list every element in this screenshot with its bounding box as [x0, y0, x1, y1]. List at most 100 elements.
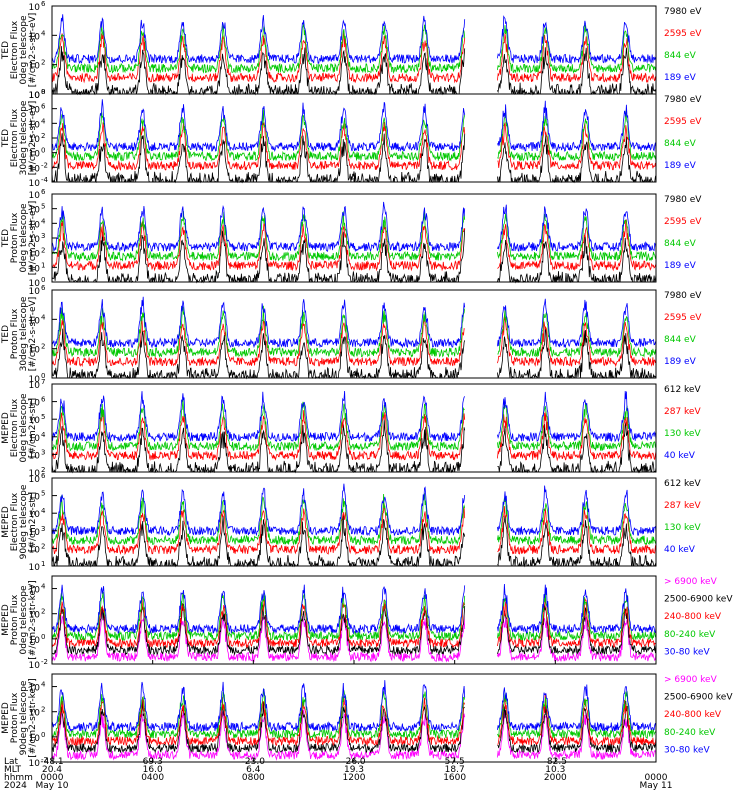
y-axis-label-line: MEPED: [1, 412, 11, 444]
legend-entry: 844 eV: [664, 335, 697, 345]
y-axis-label: MEPEDElectron Flux0deg telescope[#/cm2-s…: [1, 393, 38, 463]
trace-7-5: [51, 583, 657, 635]
y-tick-label: 10: [29, 150, 41, 160]
trace-1-3: [51, 23, 657, 75]
y-tick-label: 10: [29, 135, 41, 145]
trace-5-3: [51, 399, 657, 453]
legend-entry: 7980 eV: [664, 195, 702, 205]
trace-2-2: [51, 121, 657, 172]
legend-entry: 189 eV: [664, 73, 697, 83]
legend-entry: 40 keV: [664, 545, 696, 555]
legend-entry: 30-80 keV: [664, 647, 710, 657]
x-tick-label: 0000: [41, 773, 64, 783]
legend-entry: 240-800 keV: [664, 612, 722, 622]
y-tick-label: 10: [29, 346, 41, 356]
y-tick-exponent: 6: [41, 188, 46, 196]
y-axis-label: MEPEDElectron Flux90deg telescope[#/cm2-…: [1, 484, 38, 559]
x-tick-label: 69.3: [143, 757, 163, 767]
x-tick-label: 19.3: [344, 765, 364, 775]
trace-6-3: [51, 493, 657, 546]
trace-8-4: [51, 688, 657, 740]
legend-entry: 80-240 keV: [664, 728, 716, 738]
y-axis-label-line: Proton Flux: [10, 308, 20, 359]
y-axis-label-line: TED: [1, 229, 11, 248]
x-tick-label: 1200: [343, 773, 366, 783]
y-tick-label: 10: [29, 709, 41, 719]
legend-entry: 80-240 keV: [664, 630, 716, 640]
y-tick-label: 10: [29, 416, 41, 426]
y-axis-label-line: Electron Flux: [10, 108, 20, 167]
y-tick-label: 10: [29, 91, 41, 101]
legend-entry: 2595 eV: [664, 313, 702, 323]
y-axis-label-line: [#/cm2-s-str-keV]: [28, 678, 38, 757]
trace-2-3: [51, 109, 657, 162]
y-axis-label-line: Proton Flux: [10, 692, 20, 743]
trace-1-2: [51, 31, 657, 84]
x-tick-label: 18.7: [445, 765, 465, 775]
y-tick-exponent: -2: [41, 161, 48, 169]
y-axis-label-line: Electron Flux: [10, 492, 20, 551]
x-tick-label: 1600: [443, 773, 466, 783]
y-tick-exponent: 2: [41, 132, 45, 140]
x-tick-label: -82.5: [544, 757, 567, 767]
y-axis-label-line: Electron Flux: [10, 398, 20, 457]
trace-1-4: [51, 14, 657, 65]
x-tick-label: May 11: [640, 781, 673, 791]
y-tick-exponent: 2: [41, 706, 45, 714]
legend-entry: 130 keV: [664, 429, 701, 439]
y-tick-label: 10: [29, 586, 41, 596]
y-tick-exponent: 8: [41, 88, 45, 96]
legend-entry: 30-80 keV: [664, 745, 710, 755]
y-axis-label-line: [#/cm2-s-str-eV]: [28, 297, 38, 372]
x-tick-label: 2000: [544, 773, 567, 783]
y-axis-label-line: 90deg telescope: [19, 680, 29, 755]
y-tick-label: 10: [29, 120, 41, 130]
legend-entry: 240-800 keV: [664, 710, 722, 720]
y-tick-label: 10: [29, 32, 41, 42]
y-tick-exponent: 2: [41, 466, 45, 474]
y-tick-exponent: 0: [41, 88, 45, 96]
legend-entry: 287 keV: [664, 501, 701, 511]
y-tick-exponent: 0: [41, 372, 45, 380]
y-tick-label: 10: [29, 235, 41, 245]
y-tick-exponent: 4: [41, 681, 46, 689]
y-tick-label: 10: [29, 528, 41, 538]
y-tick-exponent: 6: [41, 284, 46, 292]
x-tick-label: -23.0: [242, 757, 266, 767]
y-tick-label: 10: [29, 661, 41, 671]
y-tick-exponent: 2: [41, 343, 45, 351]
legend-entry: 844 eV: [664, 239, 697, 249]
y-tick-exponent: 1: [41, 560, 45, 568]
y-axis-label-line: 0deg telescope: [19, 203, 29, 273]
x-tick-label: -48.1: [40, 757, 63, 767]
y-axis-label-line: TED: [1, 41, 11, 60]
y-tick-label: 10: [29, 106, 41, 116]
y-tick-exponent: 1: [41, 261, 45, 269]
legend-entry: 189 eV: [664, 357, 697, 367]
trace-4-4: [51, 296, 657, 349]
y-tick-label: 10: [29, 220, 41, 230]
y-axis-label-line: [#/cm2-s-str]: [28, 492, 38, 552]
trace-3-3: [51, 211, 657, 262]
legend-entry: 7980 eV: [664, 7, 702, 17]
y-tick-exponent: 0: [41, 731, 45, 739]
y-tick-label: 10: [29, 3, 41, 13]
trace-8-3: [51, 693, 657, 747]
y-tick-label: 10: [29, 399, 41, 409]
legend-entry: > 6900 keV: [664, 577, 718, 587]
y-tick-label: 10: [29, 469, 41, 479]
trace-8-5: [51, 680, 657, 733]
y-axis-label: MEPEDProton Flux90deg telescope[#/cm2-s-…: [1, 678, 38, 757]
y-axis-label: TEDElectron Flux0deg telescope[#/cm2-s-s…: [1, 13, 38, 88]
y-axis-label-line: Electron Flux: [10, 20, 20, 79]
legend-entry: 189 eV: [664, 161, 697, 171]
x-tick-label: 0000: [645, 773, 668, 783]
y-axis-label-line: [#/cm2-s-str-eV]: [28, 101, 38, 176]
